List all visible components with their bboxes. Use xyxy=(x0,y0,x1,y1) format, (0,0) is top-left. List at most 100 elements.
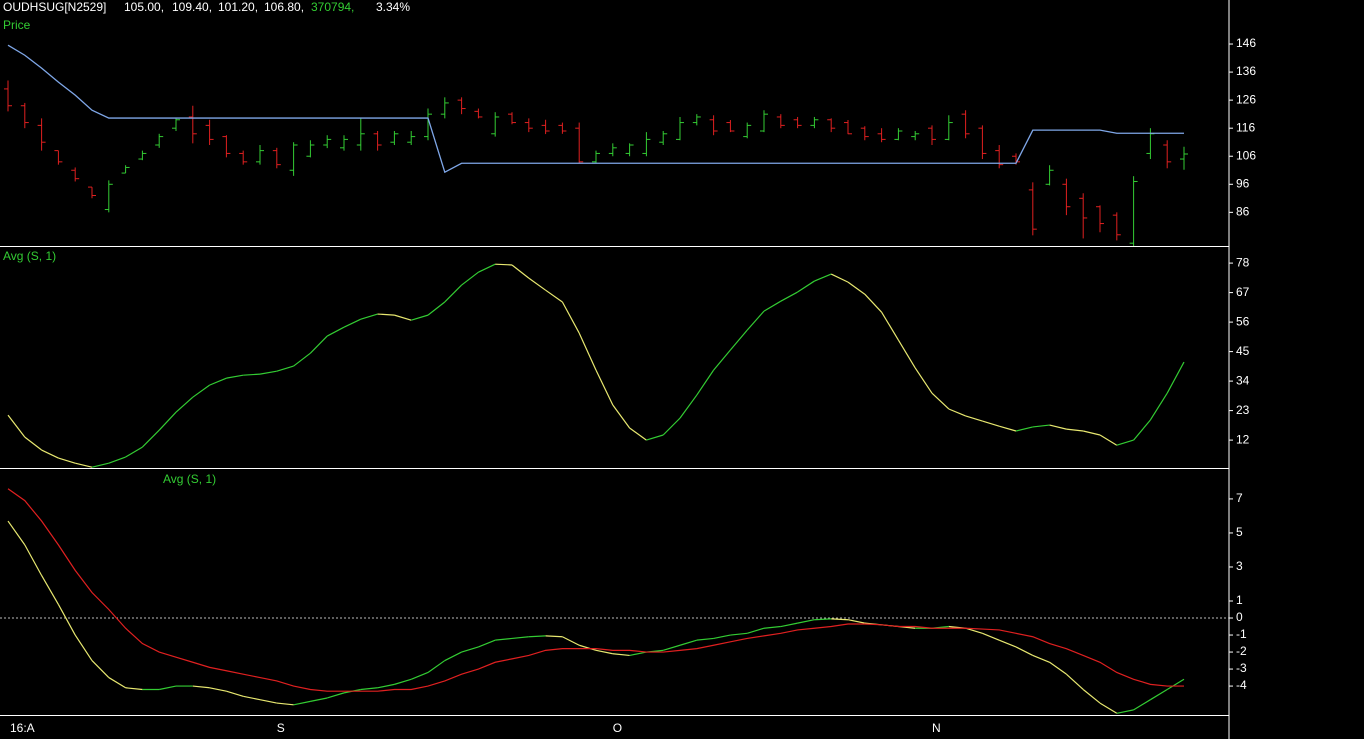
symbol: OUDHSUG[N2529] xyxy=(3,0,106,14)
line-segment xyxy=(713,634,731,640)
panel-title: Price xyxy=(3,18,31,32)
line-segment xyxy=(1083,430,1101,436)
line-segment xyxy=(41,449,59,459)
line-segment xyxy=(847,619,865,624)
line-segment xyxy=(495,637,513,641)
line-segment xyxy=(444,651,462,662)
line-segment xyxy=(7,414,26,438)
line-segment xyxy=(478,263,496,273)
line-segment xyxy=(427,301,446,316)
line-segment xyxy=(158,411,177,431)
line-segment xyxy=(209,687,227,692)
line-segment xyxy=(411,314,429,321)
y-tick-label: 86 xyxy=(1236,205,1250,219)
x-tick-label: O xyxy=(613,721,622,735)
y-tick-label: 45 xyxy=(1236,344,1250,358)
line-segment xyxy=(293,700,311,706)
line-segment xyxy=(696,369,715,396)
line-segment xyxy=(226,690,244,697)
line-segment xyxy=(377,683,395,689)
line-segment xyxy=(561,301,580,334)
line-segment xyxy=(578,332,597,371)
y-tick-label: 3 xyxy=(1236,559,1243,573)
line-segment xyxy=(326,326,345,337)
line-segment xyxy=(309,335,328,354)
line-segment xyxy=(1133,419,1151,441)
line-segment xyxy=(629,427,647,441)
line-segment xyxy=(663,644,681,651)
line-segment xyxy=(763,300,782,312)
line-segment xyxy=(1149,392,1168,421)
line-segment xyxy=(746,310,765,331)
line-segment xyxy=(7,520,26,546)
line-segment xyxy=(780,622,798,628)
y-tick-label: 126 xyxy=(1236,92,1256,106)
line-segment xyxy=(881,311,899,341)
y-tick-label: -3 xyxy=(1236,661,1247,675)
line-segment xyxy=(1066,428,1084,432)
panel-title: Avg (S, 1) xyxy=(3,249,56,263)
line-segment xyxy=(343,318,362,328)
line-segment xyxy=(41,575,59,605)
y-tick-label: 136 xyxy=(1236,64,1256,78)
line-segment xyxy=(797,280,815,293)
line-segment xyxy=(528,635,546,638)
line-segment xyxy=(999,425,1017,432)
line-segment xyxy=(293,352,311,367)
change-value: 3.34% xyxy=(376,0,410,14)
line-segment xyxy=(948,408,966,417)
x-tick-label: N xyxy=(932,721,941,735)
line-segment xyxy=(1150,688,1168,701)
line-segment xyxy=(192,685,210,689)
line-segment xyxy=(91,462,109,468)
line-segment xyxy=(74,634,93,661)
line-segment xyxy=(1049,661,1067,675)
y-tick-label: 12 xyxy=(1236,432,1250,446)
line-segment xyxy=(679,394,698,419)
line-segment xyxy=(780,291,798,302)
line-segment xyxy=(679,639,697,646)
line-segment xyxy=(427,660,446,673)
line-segment xyxy=(24,544,43,576)
y-tick-label: -2 xyxy=(1236,644,1247,658)
line-segment xyxy=(1116,439,1134,446)
line-segment xyxy=(24,436,42,451)
line-segment xyxy=(209,377,227,386)
line-segment xyxy=(276,702,294,706)
line-segment xyxy=(511,264,530,279)
y-tick-label: 34 xyxy=(1236,373,1250,387)
y-tick-label: 1 xyxy=(1236,593,1243,607)
line-segment xyxy=(545,635,563,638)
line-segment xyxy=(1032,654,1050,663)
line-segment xyxy=(1049,424,1067,430)
line xyxy=(7,488,1184,692)
line-segment xyxy=(259,370,277,375)
line-segment xyxy=(125,446,143,458)
y-tick-label: 7 xyxy=(1236,491,1243,505)
line-segment xyxy=(982,420,1000,427)
line-segment xyxy=(662,417,681,436)
line-segment xyxy=(159,685,177,691)
y-tick-label: 56 xyxy=(1236,314,1250,328)
y-tick-label: 5 xyxy=(1236,525,1243,539)
line-segment xyxy=(108,677,126,689)
line-segment xyxy=(595,649,613,655)
line-segment xyxy=(1015,426,1033,432)
low-value: 101.20, xyxy=(218,0,258,14)
line-segment xyxy=(830,273,849,283)
line-segment xyxy=(243,373,261,376)
line-segment xyxy=(931,392,950,410)
line-segment xyxy=(595,369,614,406)
high-value: 109.40, xyxy=(172,0,212,14)
line-segment xyxy=(847,281,866,295)
stop-line xyxy=(7,44,1184,174)
panel-title: Avg (S, 1) xyxy=(163,472,216,486)
x-tick-label: S xyxy=(277,721,285,735)
line-segment xyxy=(57,604,76,636)
line-segment xyxy=(461,271,479,286)
line-segment xyxy=(410,671,429,680)
line-segment xyxy=(612,404,631,429)
line-segment xyxy=(444,284,463,303)
